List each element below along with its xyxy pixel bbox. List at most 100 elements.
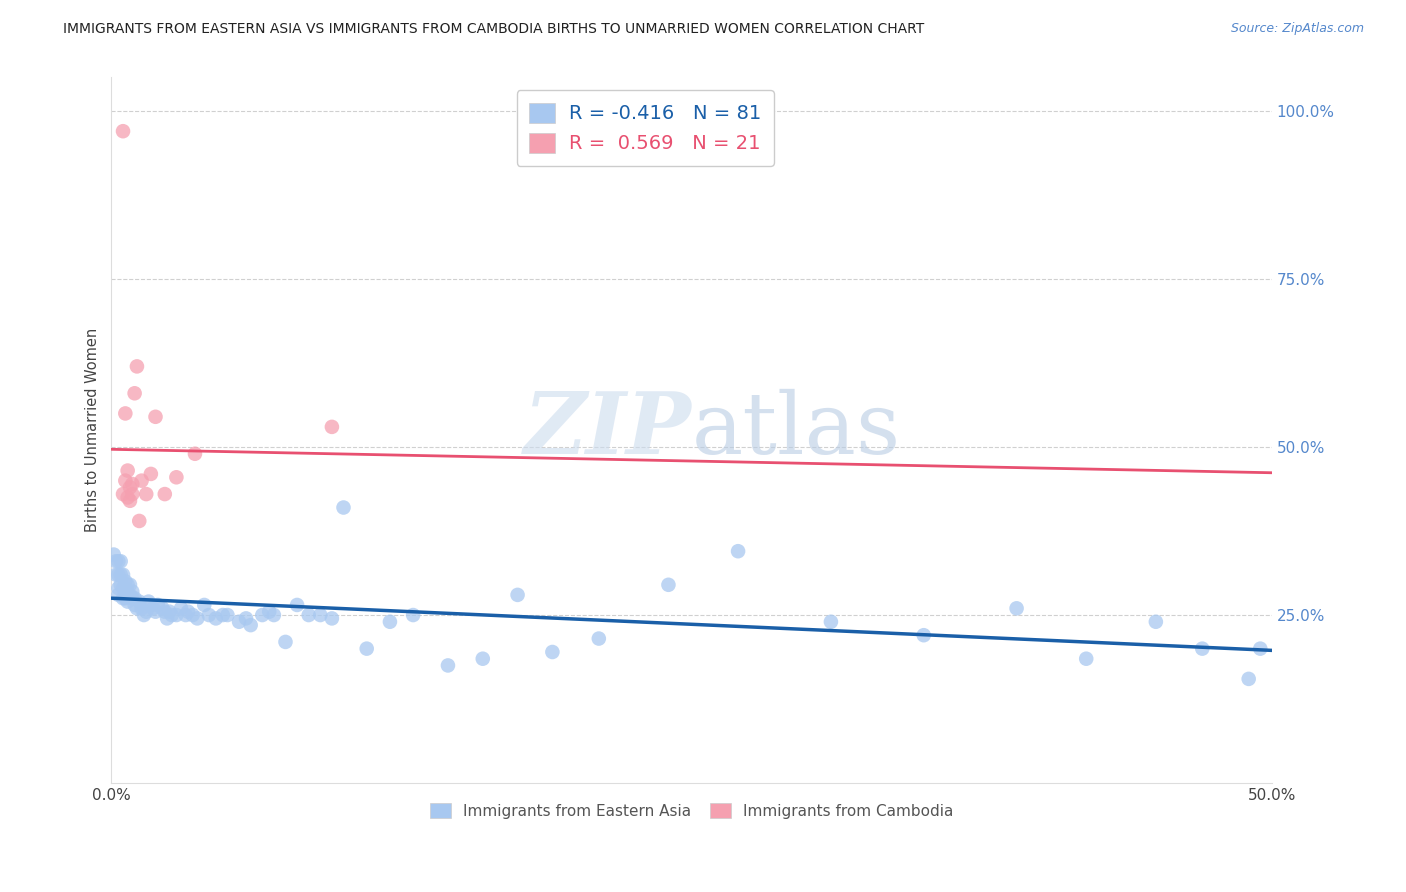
Y-axis label: Births to Unmarried Women: Births to Unmarried Women: [86, 328, 100, 533]
Legend: Immigrants from Eastern Asia, Immigrants from Cambodia: Immigrants from Eastern Asia, Immigrants…: [423, 797, 960, 825]
Point: [239, 618, 262, 632]
Point: [145, 409, 167, 424]
Point: [121, 591, 143, 606]
Point: [111, 124, 134, 138]
Point: [121, 584, 143, 599]
Point: [321, 611, 343, 625]
Point: [152, 601, 174, 615]
Point: [124, 598, 146, 612]
Point: [1005, 601, 1028, 615]
Point: [114, 591, 136, 606]
Point: [181, 608, 204, 623]
Point: [160, 608, 183, 623]
Point: [1237, 672, 1260, 686]
Point: [118, 578, 141, 592]
Point: [177, 605, 200, 619]
Point: [132, 608, 155, 623]
Point: [727, 544, 749, 558]
Point: [184, 447, 207, 461]
Text: ZIP: ZIP: [524, 389, 692, 472]
Point: [107, 567, 129, 582]
Point: [356, 641, 378, 656]
Point: [205, 611, 228, 625]
Point: [135, 487, 157, 501]
Point: [298, 608, 321, 623]
Point: [437, 658, 460, 673]
Point: [321, 420, 343, 434]
Point: [138, 594, 160, 608]
Point: [146, 598, 169, 612]
Point: [402, 608, 425, 623]
Point: [142, 601, 165, 615]
Point: [378, 615, 401, 629]
Point: [139, 467, 162, 481]
Point: [114, 474, 136, 488]
Point: [186, 611, 208, 625]
Point: [124, 591, 146, 606]
Point: [541, 645, 564, 659]
Point: [114, 581, 136, 595]
Point: [107, 588, 129, 602]
Point: [285, 598, 308, 612]
Point: [332, 500, 354, 515]
Point: [125, 359, 148, 374]
Point: [111, 591, 134, 606]
Point: [198, 608, 221, 623]
Point: [165, 608, 187, 623]
Point: [211, 608, 233, 623]
Point: [105, 567, 128, 582]
Point: [252, 608, 274, 623]
Point: [114, 406, 136, 420]
Point: [117, 588, 139, 602]
Point: [912, 628, 935, 642]
Point: [121, 477, 143, 491]
Text: IMMIGRANTS FROM EASTERN ASIA VS IMMIGRANTS FROM CAMBODIA BIRTHS TO UNMARRIED WOM: IMMIGRANTS FROM EASTERN ASIA VS IMMIGRAN…: [63, 22, 925, 37]
Point: [118, 480, 141, 494]
Point: [124, 386, 146, 401]
Point: [128, 514, 150, 528]
Point: [118, 588, 141, 602]
Point: [257, 605, 280, 619]
Point: [117, 594, 139, 608]
Point: [471, 651, 494, 665]
Point: [117, 491, 139, 505]
Point: [309, 608, 332, 623]
Point: [110, 578, 132, 592]
Point: [820, 615, 842, 629]
Point: [274, 635, 297, 649]
Point: [1076, 651, 1098, 665]
Point: [121, 487, 143, 501]
Point: [110, 554, 132, 568]
Point: [588, 632, 610, 646]
Point: [159, 605, 181, 619]
Text: Source: ZipAtlas.com: Source: ZipAtlas.com: [1230, 22, 1364, 36]
Point: [117, 578, 139, 592]
Point: [156, 611, 179, 625]
Point: [170, 601, 193, 615]
Point: [135, 605, 157, 619]
Point: [263, 608, 285, 623]
Point: [153, 605, 176, 619]
Point: [128, 594, 150, 608]
Point: [228, 615, 250, 629]
Point: [217, 608, 239, 623]
Point: [1144, 615, 1167, 629]
Point: [107, 554, 129, 568]
Point: [105, 554, 128, 568]
Point: [145, 605, 167, 619]
Point: [107, 581, 129, 595]
Point: [506, 588, 529, 602]
Point: [125, 601, 148, 615]
Point: [131, 601, 153, 615]
Point: [139, 598, 162, 612]
Point: [118, 493, 141, 508]
Text: atlas: atlas: [692, 389, 901, 472]
Point: [193, 598, 215, 612]
Point: [165, 470, 187, 484]
Point: [111, 487, 134, 501]
Point: [1249, 641, 1271, 656]
Point: [657, 578, 679, 592]
Point: [1191, 641, 1213, 656]
Point: [117, 464, 139, 478]
Point: [174, 608, 197, 623]
